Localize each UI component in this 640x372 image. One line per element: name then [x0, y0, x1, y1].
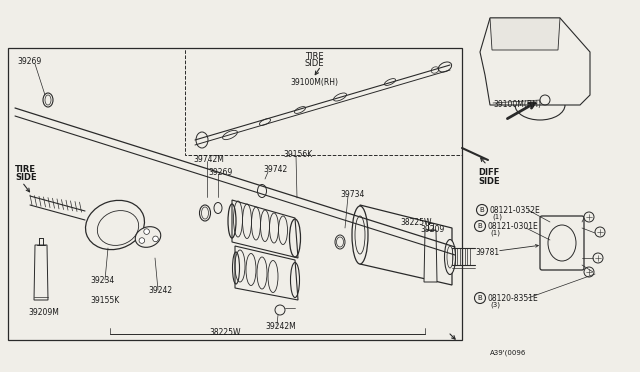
- Circle shape: [144, 229, 149, 234]
- Circle shape: [584, 267, 594, 277]
- Text: SIDE: SIDE: [478, 177, 500, 186]
- Text: 39100M(RH): 39100M(RH): [290, 78, 338, 87]
- Ellipse shape: [97, 211, 139, 246]
- Text: 39734: 39734: [340, 190, 364, 199]
- Text: 38225W: 38225W: [400, 218, 431, 227]
- Text: B: B: [477, 223, 483, 229]
- Circle shape: [139, 238, 145, 243]
- Text: 39269: 39269: [17, 57, 41, 66]
- Circle shape: [595, 227, 605, 237]
- Polygon shape: [235, 246, 298, 300]
- Text: TIRE: TIRE: [15, 165, 36, 174]
- Text: 39156K: 39156K: [283, 150, 312, 159]
- Text: 39742: 39742: [263, 165, 287, 174]
- Text: 08120-8351E: 08120-8351E: [488, 294, 539, 303]
- Text: (1): (1): [492, 213, 502, 219]
- Text: 39100M(RH): 39100M(RH): [493, 100, 541, 109]
- Text: 39234: 39234: [90, 276, 115, 285]
- Polygon shape: [360, 205, 452, 285]
- Text: 39209: 39209: [420, 225, 444, 234]
- Text: (3): (3): [490, 301, 500, 308]
- Text: 39209M: 39209M: [28, 308, 59, 317]
- Text: 39781: 39781: [475, 248, 499, 257]
- Text: 08121-0301E: 08121-0301E: [488, 222, 539, 231]
- Text: 39242M: 39242M: [265, 322, 296, 331]
- Ellipse shape: [445, 240, 456, 275]
- Circle shape: [153, 236, 158, 242]
- Text: 38225W: 38225W: [209, 328, 241, 337]
- Ellipse shape: [548, 225, 576, 261]
- Ellipse shape: [352, 206, 368, 264]
- Text: B: B: [479, 207, 484, 213]
- Polygon shape: [480, 18, 590, 105]
- Polygon shape: [232, 200, 298, 258]
- Text: B: B: [477, 295, 483, 301]
- Circle shape: [275, 305, 285, 315]
- Text: (1): (1): [490, 229, 500, 235]
- Ellipse shape: [335, 235, 345, 249]
- Text: 08121-0352E: 08121-0352E: [490, 206, 541, 215]
- Circle shape: [477, 205, 488, 215]
- Text: 39155K: 39155K: [90, 296, 119, 305]
- Polygon shape: [34, 245, 48, 300]
- Ellipse shape: [86, 201, 145, 250]
- Text: A39'(0096: A39'(0096: [490, 350, 526, 356]
- Circle shape: [474, 221, 486, 231]
- Text: TIRE: TIRE: [305, 52, 323, 61]
- Text: 39742M: 39742M: [193, 155, 224, 164]
- Circle shape: [584, 212, 594, 222]
- Ellipse shape: [135, 227, 161, 247]
- Text: DIFF: DIFF: [478, 168, 499, 177]
- Circle shape: [593, 253, 603, 263]
- Polygon shape: [490, 18, 560, 50]
- Circle shape: [474, 292, 486, 304]
- Text: 39242: 39242: [148, 286, 172, 295]
- Polygon shape: [424, 230, 437, 282]
- FancyBboxPatch shape: [540, 216, 584, 270]
- Text: 39269: 39269: [208, 168, 232, 177]
- Text: SIDE: SIDE: [304, 59, 324, 68]
- Text: SIDE: SIDE: [15, 173, 36, 182]
